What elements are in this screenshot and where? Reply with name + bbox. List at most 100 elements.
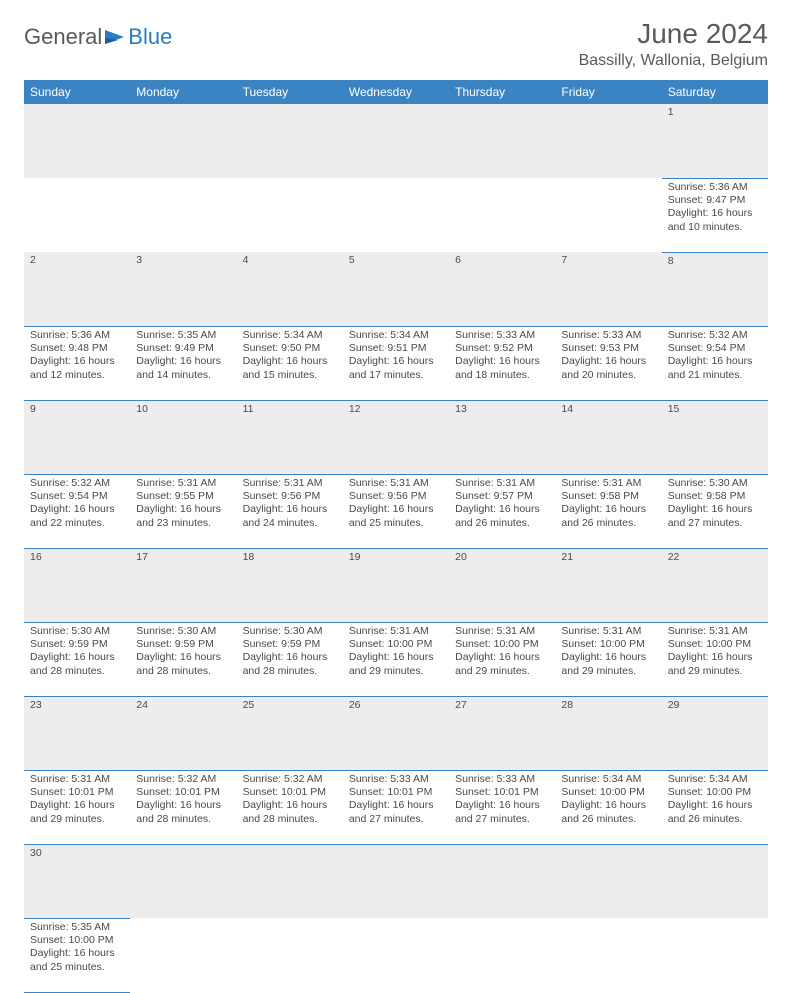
- sunrise-line: Sunrise: 5:31 AM: [455, 477, 549, 490]
- day-header: Thursday: [449, 80, 555, 104]
- sunrise-line: Sunrise: 5:30 AM: [243, 625, 337, 638]
- sunset-line: Sunset: 10:01 PM: [30, 786, 124, 799]
- day-number-cell: 7: [555, 252, 661, 326]
- day-data-cell: [555, 178, 661, 252]
- day-number-cell: 25: [237, 696, 343, 770]
- day-number-cell: 20: [449, 548, 555, 622]
- sunset-line: Sunset: 9:58 PM: [668, 490, 762, 503]
- sunset-line: Sunset: 9:47 PM: [668, 194, 762, 207]
- day-data-cell: Sunrise: 5:32 AMSunset: 10:01 PMDaylight…: [130, 770, 236, 844]
- day-header-row: SundayMondayTuesdayWednesdayThursdayFrid…: [24, 80, 768, 104]
- sunrise-line: Sunrise: 5:30 AM: [136, 625, 230, 638]
- day-data-cell: Sunrise: 5:31 AMSunset: 9:58 PMDaylight:…: [555, 474, 661, 548]
- day-data-cell: [24, 178, 130, 252]
- sunset-line: Sunset: 9:55 PM: [136, 490, 230, 503]
- day-number-cell: 6: [449, 252, 555, 326]
- day-number-cell: 27: [449, 696, 555, 770]
- daylight-line: Daylight: 16 hours and 28 minutes.: [30, 651, 124, 678]
- day-number-cell: 3: [130, 252, 236, 326]
- daylight-line: Daylight: 16 hours and 29 minutes.: [349, 651, 443, 678]
- title-block: June 2024 Bassilly, Wallonia, Belgium: [579, 18, 768, 70]
- day-data-cell: Sunrise: 5:31 AMSunset: 10:00 PMDaylight…: [662, 622, 768, 696]
- sunset-line: Sunset: 9:57 PM: [455, 490, 549, 503]
- week-row: Sunrise: 5:32 AMSunset: 9:54 PMDaylight:…: [24, 474, 768, 548]
- sunset-line: Sunset: 10:00 PM: [30, 934, 124, 947]
- day-number-cell: 12: [343, 400, 449, 474]
- day-data-cell: [449, 178, 555, 252]
- day-data-cell: Sunrise: 5:33 AMSunset: 9:53 PMDaylight:…: [555, 326, 661, 400]
- daynum-row: 2345678: [24, 252, 768, 326]
- day-number-cell: 8: [662, 252, 768, 326]
- day-data-cell: Sunrise: 5:31 AMSunset: 9:56 PMDaylight:…: [237, 474, 343, 548]
- day-number-cell: [130, 104, 236, 178]
- sunrise-line: Sunrise: 5:30 AM: [30, 625, 124, 638]
- sunrise-line: Sunrise: 5:31 AM: [561, 477, 655, 490]
- day-number-cell: 19: [343, 548, 449, 622]
- day-data-cell: Sunrise: 5:34 AMSunset: 9:51 PMDaylight:…: [343, 326, 449, 400]
- week-row: Sunrise: 5:31 AMSunset: 10:01 PMDaylight…: [24, 770, 768, 844]
- daylight-line: Daylight: 16 hours and 27 minutes.: [455, 799, 549, 826]
- sunset-line: Sunset: 10:00 PM: [561, 638, 655, 651]
- sunset-line: Sunset: 10:01 PM: [349, 786, 443, 799]
- daylight-line: Daylight: 16 hours and 10 minutes.: [668, 207, 762, 234]
- sunset-line: Sunset: 9:58 PM: [561, 490, 655, 503]
- day-header: Tuesday: [237, 80, 343, 104]
- sunrise-line: Sunrise: 5:35 AM: [136, 329, 230, 342]
- daylight-line: Daylight: 16 hours and 29 minutes.: [30, 799, 124, 826]
- sunset-line: Sunset: 9:54 PM: [668, 342, 762, 355]
- sunrise-line: Sunrise: 5:31 AM: [30, 773, 124, 786]
- sunset-line: Sunset: 9:51 PM: [349, 342, 443, 355]
- day-number-cell: [555, 844, 661, 918]
- day-number-cell: [449, 104, 555, 178]
- day-number-cell: 13: [449, 400, 555, 474]
- day-number-cell: 26: [343, 696, 449, 770]
- day-number-cell: 11: [237, 400, 343, 474]
- daylight-line: Daylight: 16 hours and 17 minutes.: [349, 355, 443, 382]
- sunset-line: Sunset: 9:54 PM: [30, 490, 124, 503]
- day-number-cell: 18: [237, 548, 343, 622]
- sunrise-line: Sunrise: 5:35 AM: [30, 921, 124, 934]
- daylight-line: Daylight: 16 hours and 14 minutes.: [136, 355, 230, 382]
- daynum-row: 30: [24, 844, 768, 918]
- day-number-cell: 15: [662, 400, 768, 474]
- day-number-cell: [662, 844, 768, 918]
- day-number-cell: 2: [24, 252, 130, 326]
- day-number-cell: 5: [343, 252, 449, 326]
- day-number-cell: 10: [130, 400, 236, 474]
- sunrise-line: Sunrise: 5:31 AM: [349, 477, 443, 490]
- day-data-cell: Sunrise: 5:31 AMSunset: 9:57 PMDaylight:…: [449, 474, 555, 548]
- week-row: Sunrise: 5:36 AMSunset: 9:48 PMDaylight:…: [24, 326, 768, 400]
- sunrise-line: Sunrise: 5:30 AM: [668, 477, 762, 490]
- daylight-line: Daylight: 16 hours and 25 minutes.: [349, 503, 443, 530]
- day-header: Friday: [555, 80, 661, 104]
- daynum-row: 9101112131415: [24, 400, 768, 474]
- day-data-cell: Sunrise: 5:32 AMSunset: 10:01 PMDaylight…: [237, 770, 343, 844]
- day-data-cell: Sunrise: 5:35 AMSunset: 10:00 PMDaylight…: [24, 918, 130, 992]
- daylight-line: Daylight: 16 hours and 23 minutes.: [136, 503, 230, 530]
- daynum-row: 23242526272829: [24, 696, 768, 770]
- day-number-cell: [237, 844, 343, 918]
- daylight-line: Daylight: 16 hours and 29 minutes.: [455, 651, 549, 678]
- daylight-line: Daylight: 16 hours and 25 minutes.: [30, 947, 124, 974]
- day-data-cell: Sunrise: 5:32 AMSunset: 9:54 PMDaylight:…: [662, 326, 768, 400]
- day-data-cell: [130, 918, 236, 992]
- day-number-cell: [237, 104, 343, 178]
- day-number-cell: 30: [24, 844, 130, 918]
- day-data-cell: Sunrise: 5:33 AMSunset: 9:52 PMDaylight:…: [449, 326, 555, 400]
- sunset-line: Sunset: 9:52 PM: [455, 342, 549, 355]
- week-row: Sunrise: 5:36 AMSunset: 9:47 PMDaylight:…: [24, 178, 768, 252]
- day-number-cell: 23: [24, 696, 130, 770]
- day-data-cell: Sunrise: 5:34 AMSunset: 10:00 PMDaylight…: [662, 770, 768, 844]
- sunrise-line: Sunrise: 5:33 AM: [455, 329, 549, 342]
- sunset-line: Sunset: 9:56 PM: [243, 490, 337, 503]
- day-data-cell: Sunrise: 5:36 AMSunset: 9:48 PMDaylight:…: [24, 326, 130, 400]
- location-text: Bassilly, Wallonia, Belgium: [579, 52, 768, 70]
- daylight-line: Daylight: 16 hours and 26 minutes.: [668, 799, 762, 826]
- day-data-cell: Sunrise: 5:31 AMSunset: 9:56 PMDaylight:…: [343, 474, 449, 548]
- day-data-cell: Sunrise: 5:30 AMSunset: 9:58 PMDaylight:…: [662, 474, 768, 548]
- sunset-line: Sunset: 9:53 PM: [561, 342, 655, 355]
- sunrise-line: Sunrise: 5:33 AM: [349, 773, 443, 786]
- day-data-cell: Sunrise: 5:31 AMSunset: 10:00 PMDaylight…: [449, 622, 555, 696]
- sunset-line: Sunset: 10:01 PM: [136, 786, 230, 799]
- sunrise-line: Sunrise: 5:36 AM: [30, 329, 124, 342]
